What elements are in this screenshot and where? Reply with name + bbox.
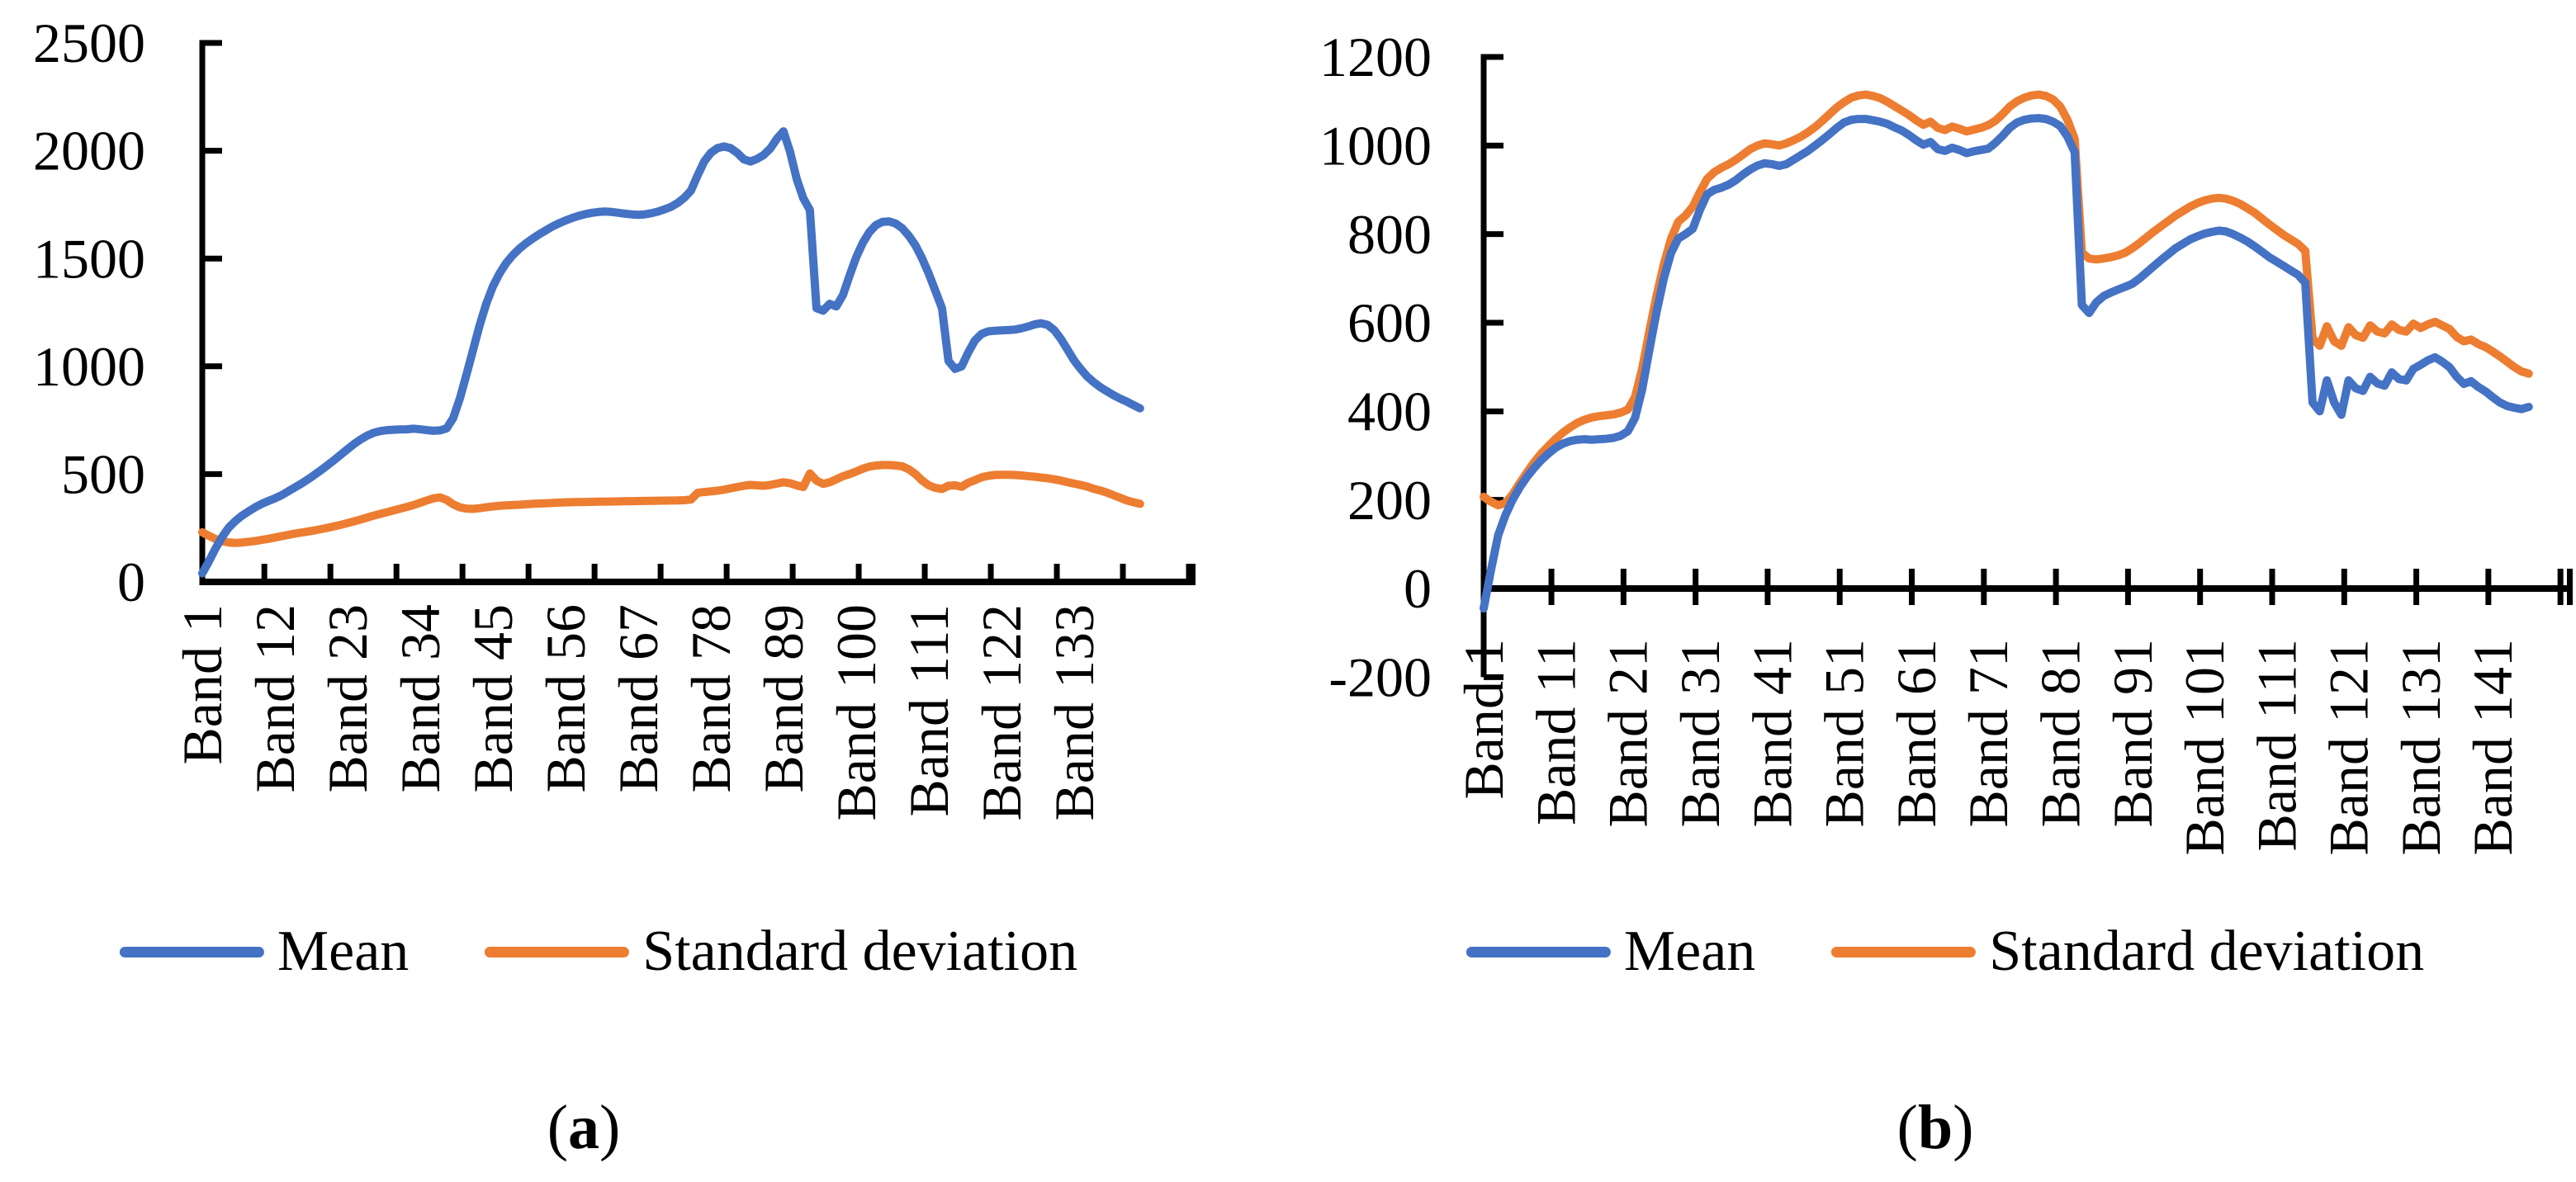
y-tick-label-a: 0 [117, 551, 145, 613]
x-tick-label-b: Band 141 [2461, 639, 2524, 856]
x-tick-label-a: Band 56 [534, 604, 597, 793]
std-series-line-b [1480, 90, 2533, 510]
y-tick-label-b: 200 [1347, 469, 1432, 532]
caption-paren-close: ) [1953, 1093, 1974, 1162]
x-tick-label-b: Band 1 [1452, 639, 1515, 800]
y-tick-label-b: 800 [1347, 203, 1432, 266]
mean-line-swatch [1466, 946, 1611, 957]
x-tick-label-a: Band 23 [316, 604, 379, 793]
caption-paren-open: ( [1896, 1093, 1918, 1162]
chart-a-legend: Mean Standard deviation [119, 920, 1077, 983]
y-tick-label-b: 600 [1347, 291, 1432, 354]
std-line-swatch [485, 946, 630, 957]
y-tick-label-a: 1500 [33, 227, 145, 290]
legend-label-std: Standard deviation [642, 920, 1078, 983]
mean-line-swatch [119, 946, 264, 957]
x-tick-label-a: Band 1 [171, 604, 234, 765]
mean-series-line-a [198, 127, 1144, 578]
x-tick-label-a: Band 67 [607, 604, 670, 793]
legend-label-std: Standard deviation [1989, 920, 2425, 983]
x-tick-label-b: Band 21 [1597, 639, 1660, 828]
y-tick-label-a: 2000 [33, 120, 145, 182]
chart-a-caption: (a) [547, 1096, 621, 1159]
x-tick-label-a: Band 122 [970, 604, 1033, 821]
y-tick-label-b: 400 [1347, 380, 1432, 442]
legend-item-std: Standard deviation [485, 923, 1077, 981]
x-tick-label-b: Band 91 [2101, 639, 2164, 828]
legend-label-mean: Mean [1623, 920, 1756, 983]
x-tick-label-a: Band 100 [825, 604, 888, 821]
x-tick-label-a: Band 12 [244, 604, 306, 793]
x-tick-label-b: Band 11 [1524, 639, 1587, 825]
caption-letter: a [568, 1093, 599, 1162]
std-line-swatch [1831, 946, 1977, 957]
legend-item-mean: Mean [119, 920, 410, 983]
x-tick-label-a: Band 89 [752, 604, 815, 793]
caption-letter: b [1917, 1093, 1953, 1162]
legend-item-std: Standard deviation [1831, 923, 2424, 981]
mean-series-line-b [1480, 114, 2533, 613]
y-tick-label-b: 1000 [1319, 114, 1432, 177]
std-series-line-a [198, 461, 1144, 547]
x-tick-label-b: Band 131 [2389, 639, 2452, 856]
x-tick-label-b: Band 71 [1957, 639, 2020, 828]
y-tick-label-a: 2500 [33, 12, 145, 74]
y-tick-label-a: 500 [61, 443, 145, 506]
y-tick-label-b: 0 [1404, 557, 1432, 620]
chart-b-legend: Mean Standard deviation [1466, 923, 2424, 981]
x-tick-label-a: Band 45 [462, 604, 524, 793]
caption-paren-open: ( [547, 1093, 568, 1162]
x-tick-label-a: Band 34 [389, 604, 452, 793]
x-tick-label-a: Band 133 [1043, 604, 1106, 821]
x-tick-label-a: Band 111 [897, 604, 960, 817]
x-tick-label-a: Band 78 [680, 604, 742, 793]
x-tick-label-b: Band 41 [1740, 639, 1803, 828]
x-tick-label-b: Band 61 [1885, 639, 1948, 828]
x-tick-label-b: Band 51 [1813, 639, 1876, 828]
x-tick-label-b: Band 121 [2318, 639, 2380, 856]
legend-label-mean: Mean [277, 920, 410, 983]
y-tick-label-b: -200 [1328, 645, 1432, 708]
y-tick-label-b: 1200 [1319, 26, 1432, 88]
x-tick-label-b: Band 31 [1669, 639, 1731, 828]
x-tick-label-b: Band 101 [2173, 639, 2236, 856]
chart-b-caption: (b) [1897, 1096, 1974, 1159]
x-tick-label-b: Band 111 [2245, 639, 2308, 852]
y-tick-label-a: 1000 [33, 335, 145, 398]
x-tick-label-b: Band 81 [2029, 639, 2091, 828]
legend-item-mean: Mean [1466, 923, 1755, 981]
caption-paren-close: ) [599, 1093, 621, 1162]
